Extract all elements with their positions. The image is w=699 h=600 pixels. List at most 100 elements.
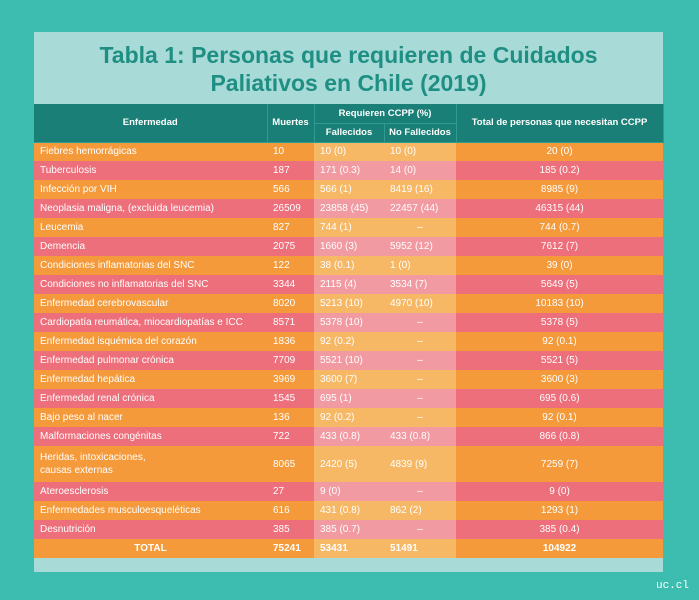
cell-enfermedad: Bajo peso al nacer: [34, 408, 267, 427]
cell-total: 10183 (10): [456, 294, 664, 313]
cell-enfermedad: Enfermedad isquémica del corazón: [34, 332, 267, 351]
cell-no-fallecidos: –: [384, 389, 457, 408]
table-row: Enfermedad hepática 3969 3600 (7) –3600 (3): [34, 370, 664, 389]
cell-no-fallecidos: 5952 (12): [384, 237, 457, 256]
table-row: Heridas, intoxicaciones, causas externas 8…: [34, 446, 664, 482]
table-row: Demencia 2075 1660 (3) 5952 (12) 7612 (7): [34, 237, 664, 256]
table-row: Enfermedad cerebrovascular 8020 5213 (10) 4…: [34, 294, 664, 313]
cell-no-fallecidos: –: [384, 370, 457, 389]
cell-total: 744 (0.7): [456, 218, 664, 237]
cell-muertes: 566: [267, 180, 314, 199]
cell-muertes: 26509: [267, 199, 314, 218]
cell-fallecidos: 385 (0.7): [314, 520, 384, 539]
cell-no-fallecidos: –: [384, 218, 457, 237]
table-row: Condiciones inflamatorias del SNC 122 38 (…: [34, 256, 664, 275]
title-line-1: Tabla 1: Personas que requieren de Cuida…: [99, 42, 598, 68]
total-row: TOTAL 75241 53431 51491 104922: [34, 539, 664, 558]
header-requieren: Requieren CCPP (%): [314, 104, 457, 124]
cell-total: 7259 (7): [456, 446, 664, 482]
title-line-2: Paliativos en Chile (2019): [210, 70, 487, 96]
cell-muertes: 10: [267, 142, 314, 161]
cell-no-fallecidos: 10 (0): [384, 142, 457, 161]
cell-enfermedad: Cardiopatía reumática, miocardiopatías e…: [34, 313, 267, 332]
cell-total: 3600 (3): [456, 370, 664, 389]
cell-total: 92 (0.1): [456, 408, 664, 427]
cell-fallecidos: 431 (0.8): [314, 501, 384, 520]
cell-muertes: 722: [267, 427, 314, 446]
cell-muertes: 2075: [267, 237, 314, 256]
table-row: Cardiopatía reumática, miocardiopatías e…: [34, 313, 664, 332]
cell-enfermedad: Enfermedad pulmonar crónica: [34, 351, 267, 370]
cell-total: 5378 (5): [456, 313, 664, 332]
cell-muertes: 136: [267, 408, 314, 427]
cell-enfermedad: Demencia: [34, 237, 267, 256]
cell-muertes: 27: [267, 482, 314, 501]
cell-no-fallecidos: –: [384, 482, 457, 501]
total-no-fallecidos: 51491: [384, 539, 457, 558]
table-row: Neoplasia maligna, (excluida leucemia) 26…: [34, 199, 664, 218]
cell-enfermedad: Enfermedades musculoesqueléticas: [34, 501, 267, 520]
cell-fallecidos: 92 (0.2): [314, 408, 384, 427]
page-title: Tabla 1: Personas que requieren de Cuida…: [34, 32, 663, 104]
cell-no-fallecidos: 1 (0): [384, 256, 457, 275]
cell-fallecidos: 744 (1): [314, 218, 384, 237]
data-table: Enfermedad Muertes Requieren CCPP (%) To…: [34, 104, 664, 558]
cell-muertes: 8065: [267, 446, 314, 482]
cell-fallecidos: 2420 (5): [314, 446, 384, 482]
cell-total: 7612 (7): [456, 237, 664, 256]
table-row: Malformaciones congénitas 722 433 (0.8) 433…: [34, 427, 664, 446]
cell-muertes: 3344: [267, 275, 314, 294]
cell-enfermedad: Enfermedad cerebrovascular: [34, 294, 267, 313]
cell-no-fallecidos: –: [384, 332, 457, 351]
total-label: TOTAL: [34, 539, 267, 558]
cell-fallecidos: 38 (0.1): [314, 256, 384, 275]
cell-no-fallecidos: 3534 (7): [384, 275, 457, 294]
total-muertes: 75241: [267, 539, 314, 558]
cell-total: 46315 (44): [456, 199, 664, 218]
cell-fallecidos: 92 (0.2): [314, 332, 384, 351]
cell-no-fallecidos: 22457 (44): [384, 199, 457, 218]
cell-enfermedad: Enfermedad hepática: [34, 370, 267, 389]
cell-total: 385 (0.4): [456, 520, 664, 539]
cell-enfermedad: Malformaciones congénitas: [34, 427, 267, 446]
header-enfermedad: Enfermedad: [34, 104, 268, 143]
total-total: 104922: [456, 539, 664, 558]
cell-fallecidos: 566 (1): [314, 180, 384, 199]
cell-enfermedad: Tuberculosis: [34, 161, 267, 180]
cell-fallecidos: 5521 (10): [314, 351, 384, 370]
cell-enfermedad: Leucemia: [34, 218, 267, 237]
cell-fallecidos: 5378 (10): [314, 313, 384, 332]
cell-muertes: 616: [267, 501, 314, 520]
cell-total: 92 (0.1): [456, 332, 664, 351]
cell-no-fallecidos: 4839 (9): [384, 446, 457, 482]
cell-total: 8985 (9): [456, 180, 664, 199]
table-row: Fiebres hemorrágicas 10 10 (0) 10 (0) 20 (0): [34, 142, 664, 161]
footer-url: uc.cl: [655, 580, 689, 592]
cell-fallecidos: 1660 (3): [314, 237, 384, 256]
header-fallecidos: Fallecidos: [314, 123, 385, 143]
table-row: Ateroesclerosis 27 9 (0) –9 (0): [34, 482, 664, 501]
cell-total: 866 (0.8): [456, 427, 664, 446]
cell-fallecidos: 5213 (10): [314, 294, 384, 313]
cell-total: 39 (0): [456, 256, 664, 275]
cell-enfermedad: Infección por VIH: [34, 180, 267, 199]
cell-no-fallecidos: 862 (2): [384, 501, 457, 520]
cell-muertes: 122: [267, 256, 314, 275]
header-total: Total de personas que necesitan CCPP: [456, 104, 664, 143]
cell-muertes: 7709: [267, 351, 314, 370]
cell-fallecidos: 3600 (7): [314, 370, 384, 389]
cell-muertes: 8020: [267, 294, 314, 313]
total-fallecidos: 53431: [314, 539, 384, 558]
header-muertes: Muertes: [267, 104, 315, 143]
cell-muertes: 385: [267, 520, 314, 539]
cell-fallecidos: 23858 (45): [314, 199, 384, 218]
cell-enfermedad-line-2: causas externas: [40, 465, 113, 476]
cell-muertes: 8571: [267, 313, 314, 332]
cell-enfermedad: Condiciones no inflamatorias del SNC: [34, 275, 267, 294]
cell-no-fallecidos: 14 (0): [384, 161, 457, 180]
cell-fallecidos: 433 (0.8): [314, 427, 384, 446]
cell-muertes: 3969: [267, 370, 314, 389]
cell-total: 695 (0.6): [456, 389, 664, 408]
cell-enfermedad: Heridas, intoxicaciones, causas externas: [34, 446, 267, 482]
table-row: Enfermedad renal crónica 1545 695 (1) –695 …: [34, 389, 664, 408]
